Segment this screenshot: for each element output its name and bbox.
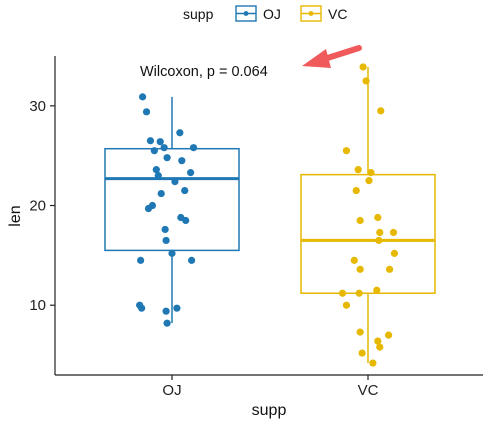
x-axis-title: supp — [252, 402, 287, 419]
data-point — [355, 166, 362, 173]
data-point — [390, 229, 397, 236]
data-point — [163, 237, 170, 244]
data-point — [339, 290, 346, 297]
data-point — [385, 332, 392, 339]
arrow-head — [302, 49, 331, 68]
data-point — [351, 257, 358, 264]
legend-title: supp — [183, 6, 214, 22]
data-point — [164, 154, 171, 161]
data-point — [187, 169, 194, 176]
data-point — [163, 308, 170, 315]
data-point — [162, 226, 169, 233]
data-point — [362, 77, 369, 84]
legend-key-point — [309, 11, 314, 16]
data-point — [171, 178, 178, 185]
x-tick-label: OJ — [162, 382, 181, 399]
data-point — [168, 250, 175, 257]
y-tick-label: 30 — [29, 98, 46, 115]
data-point — [143, 108, 150, 115]
data-point — [369, 359, 376, 366]
legend-entry-oj: OJ — [236, 6, 281, 22]
data-point — [386, 266, 393, 273]
data-point — [391, 250, 398, 257]
legend-label: VC — [328, 6, 347, 22]
data-point — [138, 305, 145, 312]
box-vc — [301, 67, 435, 363]
legend: supp OJ VC — [183, 6, 347, 22]
wilcoxon-annotation: Wilcoxon, p = 0.064 — [140, 64, 268, 80]
data-point — [190, 144, 197, 151]
data-point — [374, 214, 381, 221]
data-point — [343, 302, 350, 309]
legend-entry-vc: VC — [301, 6, 347, 22]
data-point — [357, 329, 364, 336]
data-point — [164, 320, 171, 327]
y-tick-label: 10 — [29, 297, 46, 314]
data-point — [373, 287, 380, 294]
data-point — [357, 266, 364, 273]
data-point — [367, 169, 374, 176]
legend-label: OJ — [263, 6, 281, 22]
data-point — [176, 129, 183, 136]
data-point — [151, 147, 158, 154]
data-point — [343, 147, 350, 154]
data-point — [161, 144, 168, 151]
y-axis-title: len — [7, 205, 24, 226]
data-point — [137, 257, 144, 264]
x-tick-label: VC — [358, 382, 379, 399]
data-point — [188, 257, 195, 264]
data-point — [365, 177, 372, 184]
data-point — [377, 107, 384, 114]
data-point — [360, 63, 367, 70]
data-point — [359, 349, 366, 356]
legend-key-point — [244, 11, 249, 16]
data-point — [139, 93, 146, 100]
data-point — [173, 305, 180, 312]
data-point — [356, 290, 363, 297]
box-iqr — [301, 175, 435, 294]
data-point — [147, 137, 154, 144]
data-point — [155, 172, 162, 179]
data-point — [376, 229, 383, 236]
data-point — [182, 217, 189, 224]
data-point — [375, 237, 382, 244]
y-tick-label: 20 — [29, 198, 46, 215]
annotation-arrow-icon — [302, 48, 359, 68]
data-point — [158, 190, 165, 197]
box-oj — [105, 97, 239, 323]
data-point — [145, 205, 152, 212]
data-point — [157, 138, 164, 145]
data-point — [181, 187, 188, 194]
data-point — [178, 157, 185, 164]
box-iqr — [105, 149, 239, 251]
data-point — [357, 217, 364, 224]
data-point — [353, 187, 360, 194]
data-point — [376, 343, 383, 350]
